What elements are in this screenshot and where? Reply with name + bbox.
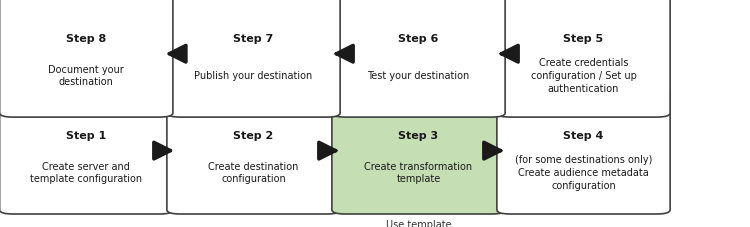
FancyBboxPatch shape [0, 88, 172, 214]
Text: Create destination
configuration: Create destination configuration [209, 161, 298, 184]
Text: Step 3: Step 3 [398, 131, 439, 141]
Text: Step 2: Step 2 [233, 131, 274, 141]
Text: Use template
authoring tool: Use template authoring tool [384, 219, 453, 227]
Text: Test your destination: Test your destination [368, 71, 470, 81]
FancyBboxPatch shape [167, 0, 340, 118]
FancyBboxPatch shape [496, 88, 670, 214]
FancyBboxPatch shape [496, 0, 670, 118]
Text: Publish your destination: Publish your destination [194, 71, 313, 81]
Text: Step 7: Step 7 [233, 34, 274, 44]
Text: Document your
destination: Document your destination [48, 64, 124, 87]
Text: (for some destinations only)
Create audience metadata
configuration: (for some destinations only) Create audi… [514, 155, 652, 190]
Text: Step 8: Step 8 [66, 34, 106, 44]
Text: Step 5: Step 5 [563, 34, 604, 44]
Text: Step 1: Step 1 [66, 131, 106, 141]
Text: Create server and
template configuration: Create server and template configuration [30, 161, 142, 184]
FancyBboxPatch shape [332, 88, 506, 214]
FancyBboxPatch shape [0, 0, 172, 118]
Text: Step 4: Step 4 [563, 131, 604, 141]
FancyBboxPatch shape [167, 88, 340, 214]
Text: Step 6: Step 6 [398, 34, 439, 44]
Text: Create credentials
configuration / Set up
authentication: Create credentials configuration / Set u… [530, 58, 637, 94]
Text: Create transformation
template: Create transformation template [364, 161, 472, 184]
FancyBboxPatch shape [332, 0, 506, 118]
